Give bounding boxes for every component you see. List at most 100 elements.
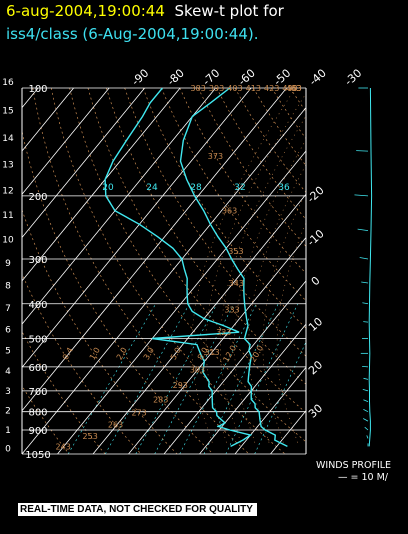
pressure-label: 200 [28,192,47,203]
dry-adiabat-label: 293 [173,381,188,390]
pressure-label: 700 [28,387,47,398]
dry-adiabat-line [271,88,306,140]
isotherm-line [22,107,306,454]
isotherm-label: 10 [306,315,325,334]
moist-adiabat-label: 36 [278,183,290,193]
height-label: 9 [5,259,11,269]
height-label: 3 [5,387,11,397]
isotherm-line [22,88,181,282]
dry-adiabat-label: 253 [83,432,98,441]
dry-adiabat-label: 413 [246,84,261,93]
isotherm-line [234,366,306,454]
dry-adiabat-label: 453 [286,84,301,93]
height-label: 7 [5,304,11,314]
pressure-label: 900 [28,426,47,437]
isotherm-label: -20 [305,184,327,206]
dry-adiabat-line [32,88,250,454]
dry-adiabat-line [87,88,306,414]
height-label: 10 [2,235,14,245]
moist-adiabats [191,88,306,447]
pressure-label: 600 [28,363,47,374]
dry-adiabat-line [22,330,106,454]
mixing-ratio-label: 12.0 [221,344,238,364]
dry-adiabat-label: 313 [204,348,219,357]
dry-adiabat-label: 423 [264,84,279,93]
isotherms [22,88,306,454]
mixing-ratio-lines [67,303,306,454]
dry-adiabat-line [289,88,306,113]
moist-adiabat-label: 32 [234,183,245,193]
isotherm-label: 20 [306,358,325,377]
isotherm-line [305,453,306,454]
isotherm-line [22,88,145,239]
temperature-profile-line [179,88,288,448]
wind-profile-line [368,87,373,447]
dry-adiabat-label: 273 [131,409,146,418]
dry-adiabat-line [309,88,408,454]
dry-adiabat-label: 333 [224,306,239,315]
pressure-label: 800 [28,408,47,419]
dry-adiabat-line [22,272,142,454]
isotherm-label: -90 [129,67,151,89]
isobars [21,87,307,455]
isotherm-line [199,323,306,454]
height-label: 2 [5,407,11,417]
dry-adiabat-label: 463 [286,84,301,93]
moist-adiabat-label: 28 [190,183,202,193]
wind-barb [363,399,369,402]
mixing-ratio-label: 2.0 [115,346,129,362]
chart-date: 6-aug-2004,19:00:44 [6,2,165,20]
wind-barb [356,150,369,152]
height-label: 14 [2,134,14,144]
height-label: 5 [5,347,11,357]
moist-adiabat-label: 20 [102,183,114,193]
isotherm-line [22,88,252,369]
dry-adiabat-line [105,88,306,385]
dry-adiabat-label: 433 [282,84,297,93]
dry-adiabats [22,88,408,454]
height-label: 11 [2,211,13,221]
isotherm-line [22,88,216,325]
height-label: 6 [5,325,11,335]
dry-adiabat-label: 263 [108,421,123,430]
dry-adiabat-line [161,88,306,302]
mixing-ratio-line [179,303,257,454]
isotherm-line [22,88,287,412]
isotherm-line [22,88,110,195]
isotherm-label: -80 [165,67,187,89]
wind-barb [364,426,369,431]
wind-barb [359,257,369,260]
dry-adiabat-line [22,208,178,454]
wind-barb [363,377,369,380]
dry-adiabat-label: 363 [222,207,237,216]
chart-title: 6-aug-2004,19:00:44 Skew-t plot for [6,2,284,21]
dry-adiabat-line [69,88,306,443]
isotherm-label: 30 [306,402,325,421]
dry-adiabat-label: 393 [209,84,224,93]
pressure-label: 300 [28,255,47,266]
height-label: 15 [2,107,13,117]
dry-adiabat-line [124,88,306,357]
dry-adiabat-label: 403 [227,84,242,93]
mixing-ratio-line [104,303,190,454]
mixing-ratio-label: 5.0 [169,346,183,362]
dry-adiabat-line [216,88,306,220]
wind-barb [366,435,369,439]
height-label: 1 [5,426,11,436]
mixing-ratio-line [154,303,235,454]
isotherm-line [22,88,74,152]
dry-adiabat-label: 383 [191,84,206,93]
dry-adiabat-label: 323 [216,328,231,337]
wind-barb [357,228,369,232]
dry-adiabat-line [179,88,306,274]
isotherm-label: -10 [305,227,327,249]
mixing-ratio-line [135,303,218,454]
wind-barb [361,281,369,284]
height-label: 4 [5,367,11,377]
wind-barb [363,418,369,422]
moist-adiabat-line [205,93,306,447]
wind-barb [362,365,369,368]
dewpoint-profile-line [104,88,253,448]
isotherm-line [57,150,306,454]
